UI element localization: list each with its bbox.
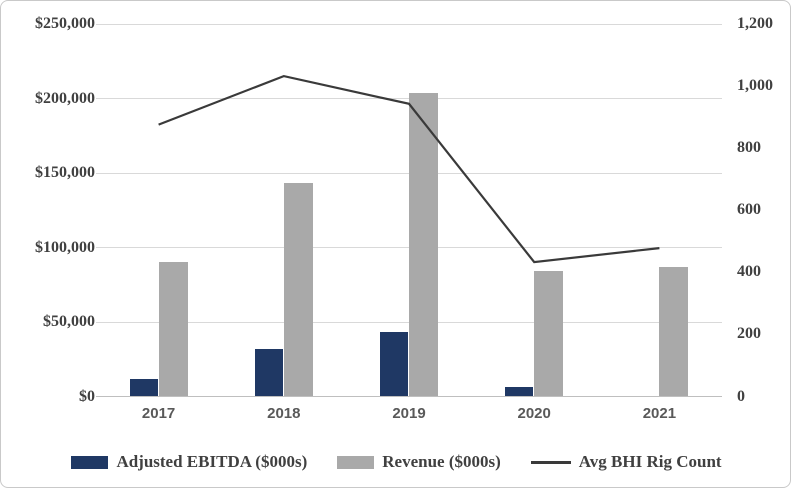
bar-ebitda-2020 [505,386,534,397]
rig-count-line-swatch-icon [530,460,571,464]
right-axis-tick-label: 1,000 [737,77,773,95]
x-axis-tick-label-2019: 2019 [392,405,426,422]
right-axis-tick-label: 1,200 [737,15,773,32]
x-axis-tick-label-2021: 2021 [642,405,677,422]
x-axis-line [96,396,722,397]
left-axis-tick-label: $150,000 [35,164,95,181]
bar-ebitda-2017 [129,378,158,397]
legend-item-rig-count: Avg BHI Rig Count [530,452,722,472]
x-axis-tick-label-2017: 2017 [141,405,176,422]
legend-item-revenue: Revenue ($000s) [337,452,501,472]
x-axis-tick-label-2018: 2018 [267,405,301,422]
left-axis-tick-label: $100,000 [35,238,95,256]
bar-ebitda-2019 [380,332,408,397]
left-axis-tick-label: $200,000 [35,89,95,107]
gridline [96,23,722,25]
bar-revenue-2017 [158,262,188,397]
x-axis-tick-label-2020: 2020 [517,405,551,422]
right-axis-tick-label: 200 [737,325,761,343]
legend: Adjusted EBITDA ($000s) Revenue ($000s) … [1,447,790,477]
bar-revenue-2019 [409,92,438,397]
right-axis-tick-label: 600 [737,201,761,219]
legend-label-adjusted-ebitda: Adjusted EBITDA ($000s) [116,452,308,471]
bar-ebitda-2018 [254,348,283,397]
right-axis-tick-label: 800 [737,139,761,157]
bar-revenue-2020 [534,271,564,397]
legend-item-adjusted-ebitda: Adjusted EBITDA ($000s) [71,452,307,472]
ebitda-swatch-icon [71,455,109,469]
bar-revenue-2018 [283,183,313,397]
left-axis-tick-label: $50,000 [43,313,95,330]
bar-revenue-2021 [659,266,689,397]
legend-label-revenue: Revenue ($000s) [382,452,501,471]
left-axis-tick-label: $250,000 [35,15,95,32]
revenue-swatch-icon [337,455,375,469]
right-axis-tick-label: 400 [737,263,761,281]
left-axis-tick-label: $0 [79,387,95,405]
legend-label-rig-count: Avg BHI Rig Count [578,452,722,471]
right-axis-tick-label: 0 [737,387,745,405]
